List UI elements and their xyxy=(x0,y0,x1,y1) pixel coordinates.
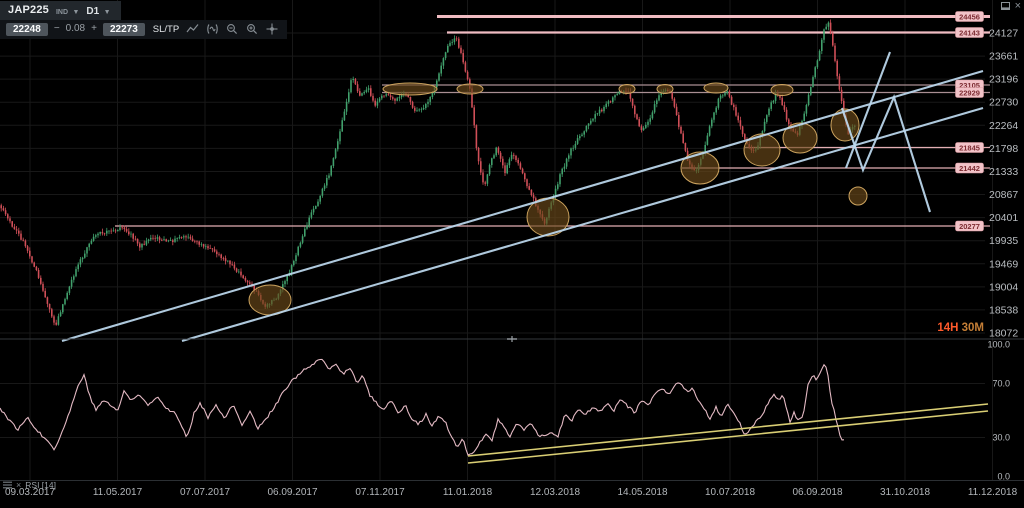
rsi-line xyxy=(0,358,845,456)
close-icon[interactable]: × xyxy=(1014,0,1021,12)
price-axis-label: 18538 xyxy=(989,304,1018,316)
spread-minus-button[interactable]: − xyxy=(53,23,60,34)
blue-trendlines xyxy=(61,51,984,343)
trendline-rsi-trendline-1[interactable] xyxy=(467,403,989,457)
zoom-out-icon[interactable] xyxy=(225,23,239,35)
time-axis-label: 07.07.2017 xyxy=(180,487,230,498)
annotation-ellipse[interactable] xyxy=(782,122,818,154)
price-axis-label: 20401 xyxy=(989,212,1018,224)
price-axis-label: 19935 xyxy=(989,235,1018,247)
annotation-ellipse[interactable] xyxy=(703,82,729,94)
annotation-ellipse[interactable] xyxy=(456,83,484,95)
annotation-ellipse[interactable] xyxy=(656,84,674,94)
time-axis-label: 06.09.2017 xyxy=(267,487,317,498)
trade-toolbar: 22248 − 0.08 + 22273 SL/TP xyxy=(0,19,288,39)
buy-button[interactable]: 22273 xyxy=(102,22,145,36)
rsi-axis-label: 70.0 xyxy=(992,379,1010,389)
price-level-badge[interactable] xyxy=(955,11,984,22)
price-axis-label: 19004 xyxy=(989,281,1018,293)
rsi-indicator-label: RSI [14] xyxy=(25,480,56,490)
price-axis-label: 20867 xyxy=(989,189,1018,201)
window-controls: × xyxy=(1000,0,1021,12)
spread-value: 0.08 xyxy=(65,23,86,34)
price-level-badge-value: 21845 xyxy=(959,143,980,152)
time-axis-label: 14.05.2018 xyxy=(617,487,667,498)
rsi-close-icon[interactable]: × xyxy=(16,480,22,490)
price-level-badge-value: 24143 xyxy=(959,28,980,37)
annotation-ellipse[interactable] xyxy=(618,84,636,94)
price-axis-label: 24127 xyxy=(989,28,1018,40)
price-level-badge-value: 20277 xyxy=(959,222,980,231)
annotation-ellipse[interactable] xyxy=(680,151,720,185)
time-axis-label: 12.03.2018 xyxy=(530,487,580,498)
sell-button[interactable]: 22248 xyxy=(6,22,48,36)
price-level-badge[interactable] xyxy=(955,142,984,153)
pane-resize-handle[interactable] xyxy=(507,336,517,342)
sltp-button[interactable]: SL/TP xyxy=(152,23,180,35)
price-axis-label: 18072 xyxy=(989,328,1018,340)
annotation-ellipse[interactable] xyxy=(848,186,868,206)
trendline-steep-line[interactable] xyxy=(845,51,891,169)
price-level-badge-value: 24456 xyxy=(959,12,980,21)
symbol-label: JAP225 xyxy=(8,4,49,16)
rsi-axis-label: 100.0 xyxy=(987,340,1010,350)
time-axis-label: 09.03.2017 xyxy=(5,487,55,498)
time-axis-label: 10.07.2018 xyxy=(705,487,755,498)
annotation-ellipse[interactable] xyxy=(743,133,781,167)
price-axis[interactable]: 24127 23661 23196 22730 22264 21798 21333 20867… xyxy=(987,28,1018,482)
rsi-settings-icon[interactable] xyxy=(3,481,12,489)
annotation-ellipse[interactable] xyxy=(770,84,794,96)
rsi-axis-label: 30.0 xyxy=(992,433,1010,443)
trendline-rsi-trendline-2[interactable] xyxy=(467,410,989,464)
price-axis-label: 22730 xyxy=(989,97,1018,109)
spread-plus-button[interactable]: + xyxy=(91,23,97,34)
price-axis-label: 21333 xyxy=(989,166,1018,178)
annotation-ellipses xyxy=(248,82,868,316)
candle-countdown: 14H 30M xyxy=(937,322,984,334)
price-level-badge[interactable] xyxy=(955,27,984,38)
price-level-badge[interactable] xyxy=(955,87,984,98)
price-level-badge[interactable] xyxy=(955,220,984,232)
time-axis-label: 31.10.2018 xyxy=(880,487,930,498)
indicators-dropdown[interactable]: IND ▼ xyxy=(55,9,80,16)
time-axis-label: 07.11.2017 xyxy=(355,487,405,498)
price-level-badge-value: 23105 xyxy=(959,81,980,90)
instrument-row: JAP225 IND ▼ D1 ▼ xyxy=(0,0,121,20)
crosshair-icon[interactable] xyxy=(265,23,279,35)
annotation-ellipse[interactable] xyxy=(830,108,860,142)
time-axis[interactable]: 09.03.2017 11.05.2017 07.07.2017 06.09.2017… xyxy=(5,487,1018,498)
rsi-indicator-controls: × RSI [14] xyxy=(3,480,56,490)
time-axis-label: 11.01.2018 xyxy=(443,487,493,498)
price-level-badge[interactable] xyxy=(955,162,984,174)
price-axis-label: 21798 xyxy=(989,143,1018,155)
minimize-icon[interactable] xyxy=(1000,2,1010,10)
trendline-channel-lower[interactable] xyxy=(181,106,984,343)
line-chart-icon[interactable] xyxy=(185,23,199,35)
indicator-icon[interactable] xyxy=(205,23,219,35)
trendline-forecast-zigzag[interactable] xyxy=(841,93,932,213)
price-axis-label: 23196 xyxy=(989,74,1018,86)
price-axis-label: 19469 xyxy=(989,258,1018,270)
timeframe-dropdown[interactable]: D1 ▼ xyxy=(86,6,111,17)
rsi-axis-label: 0.0 xyxy=(997,472,1010,482)
zoom-in-icon[interactable] xyxy=(245,23,259,35)
price-level-badge-value: 22929 xyxy=(959,88,980,97)
price-level-badge-value: 21442 xyxy=(959,164,980,173)
trendline-channel-upper[interactable] xyxy=(61,69,984,343)
time-axis-label: 06.09.2018 xyxy=(792,487,842,498)
time-axis-label: 11.12.2018 xyxy=(968,487,1018,498)
price-axis-label: 22264 xyxy=(989,120,1018,132)
instrument-header: JAP225 IND ▼ D1 ▼ 22248 − 0.08 + 22273 S… xyxy=(0,0,288,39)
chevron-down-icon: ▼ xyxy=(103,9,111,16)
bearish-bodies xyxy=(0,22,849,325)
price-axis-label: 23661 xyxy=(989,51,1018,63)
chevron-down-icon: ▼ xyxy=(72,9,80,16)
time-axis-label: 11.05.2017 xyxy=(93,487,143,498)
annotation-ellipse[interactable] xyxy=(382,82,438,96)
